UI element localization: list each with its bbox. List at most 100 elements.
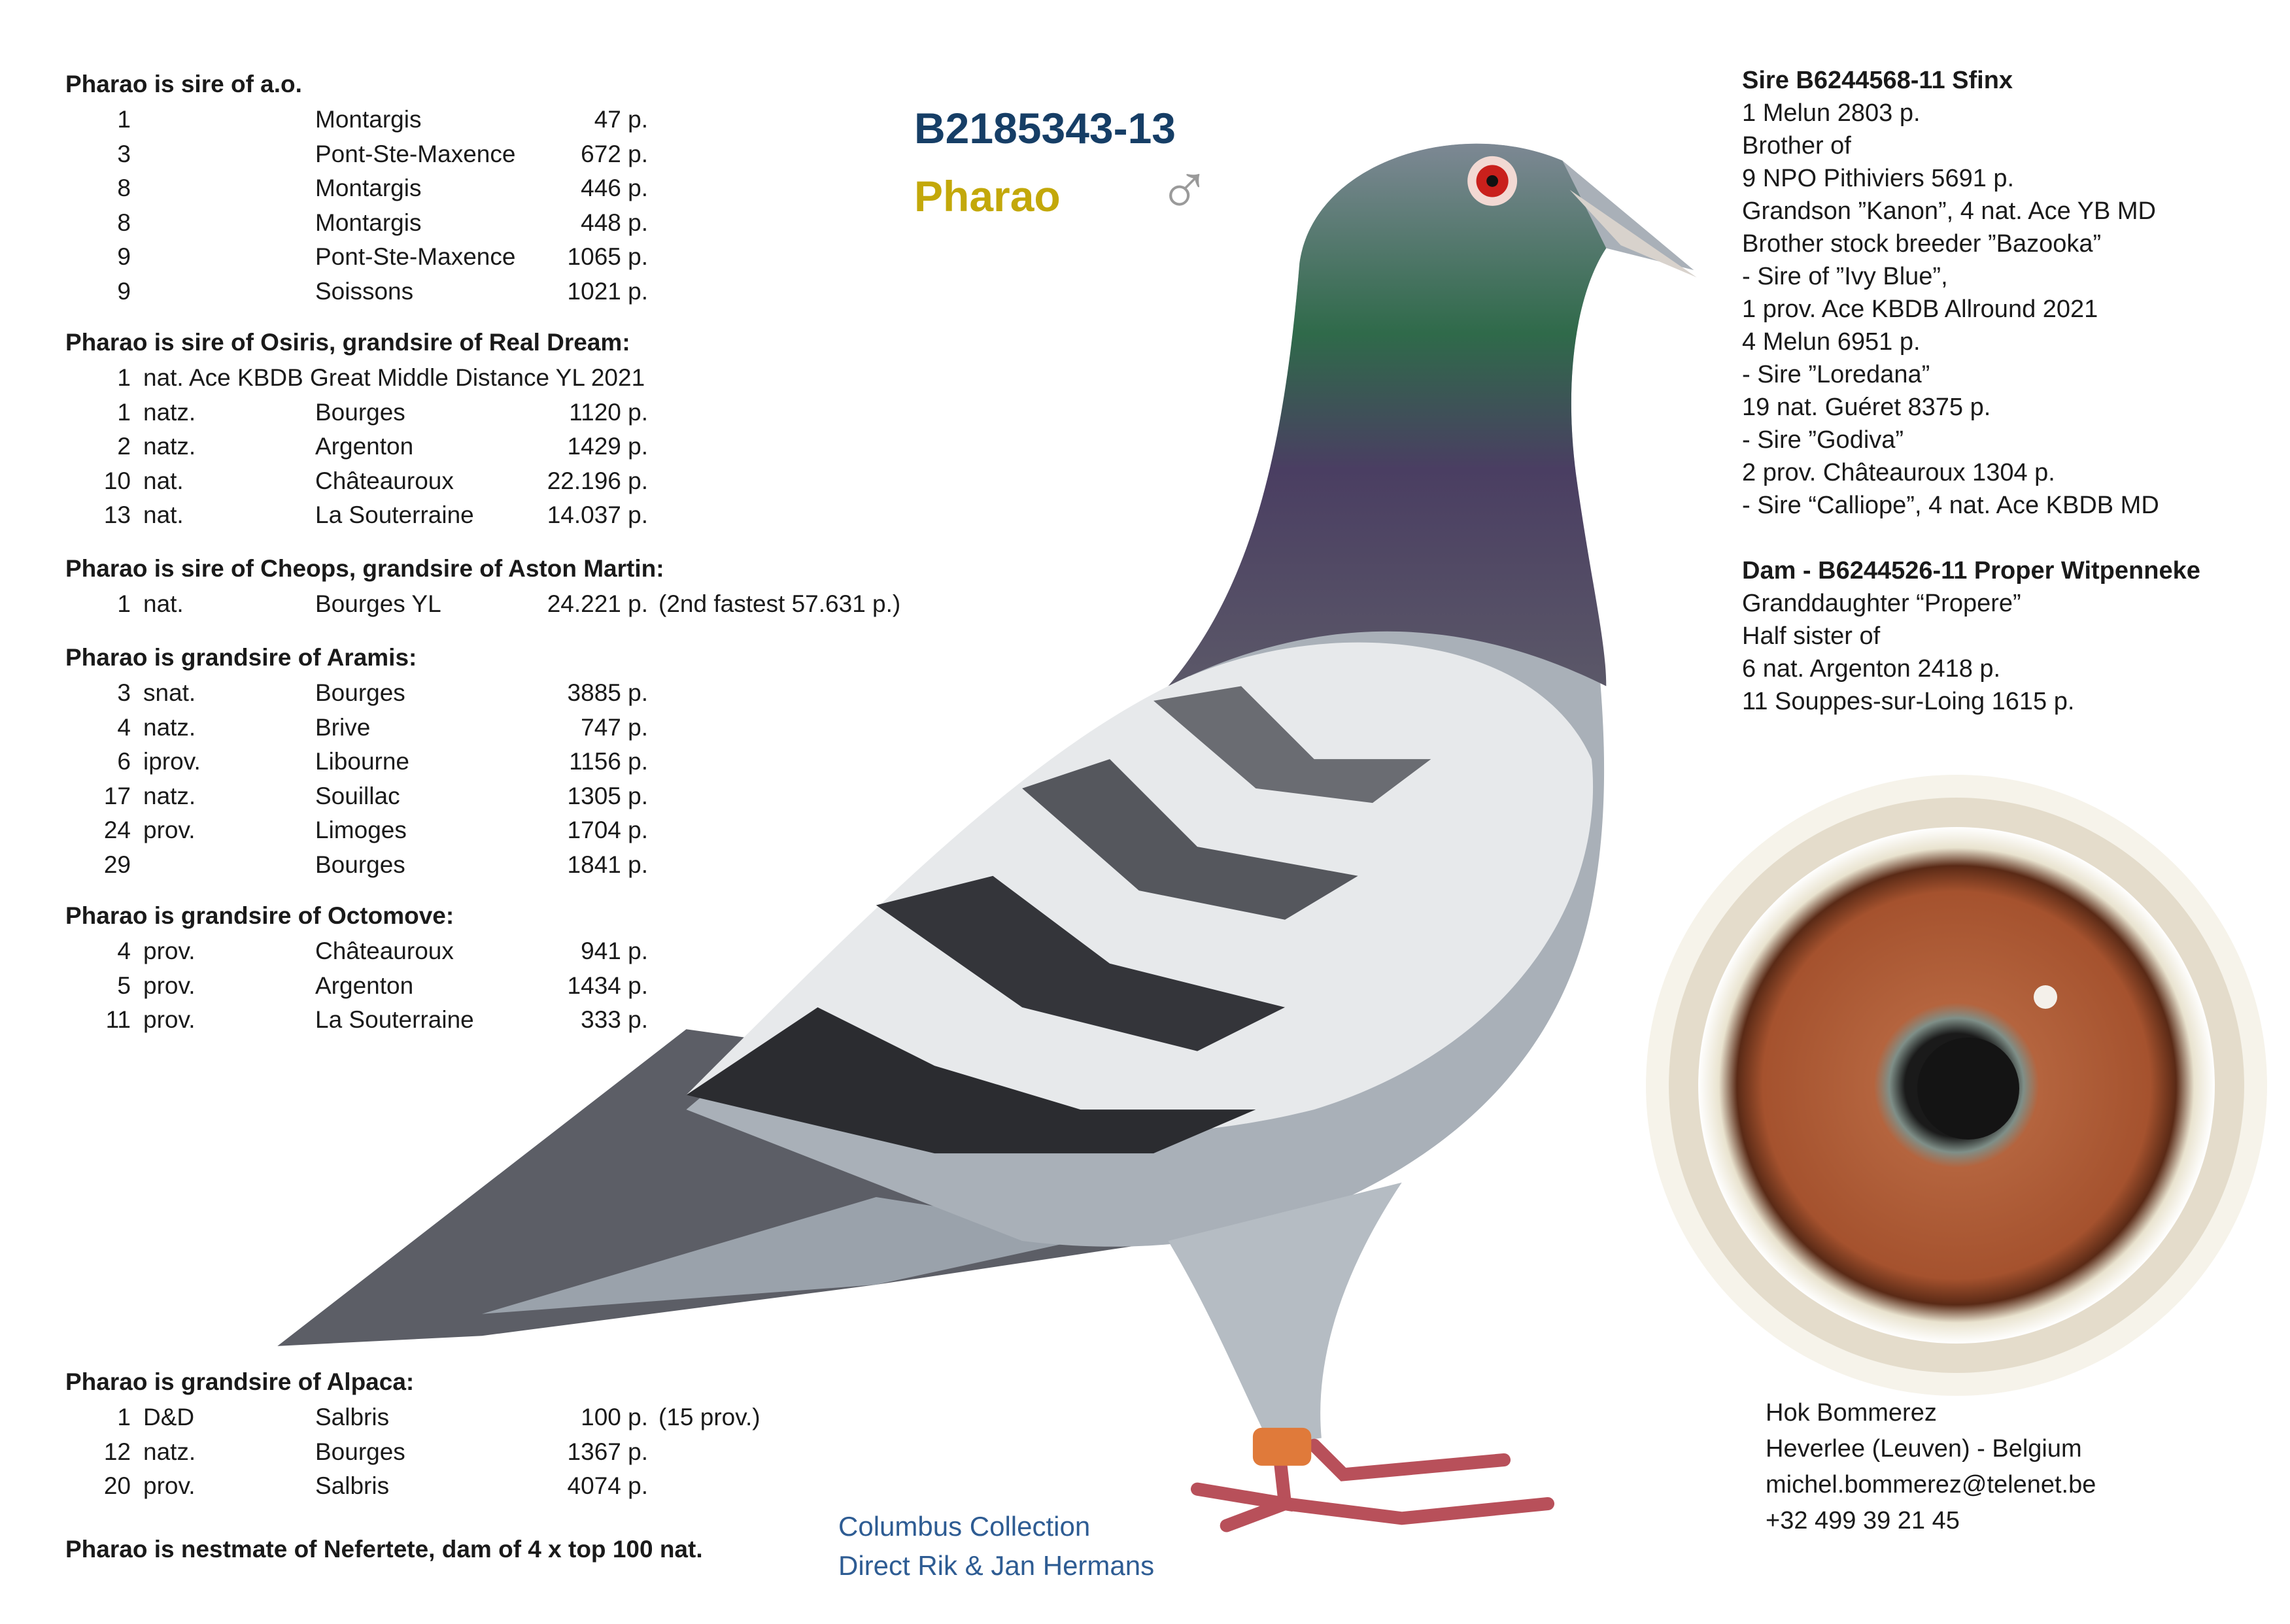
result-row: 1 nat. Bourges YL 24.221 p. (2nd fastest 57.… (65, 587, 981, 622)
result-place: Salbris (315, 1404, 390, 1430)
result-rank: 10 (103, 467, 131, 494)
result-row: 1 Montargis 47 p. (65, 103, 981, 137)
result-level: iprov. (143, 748, 201, 775)
result-participants: 4074 p. (567, 1472, 648, 1499)
result-level: natz. (143, 433, 196, 460)
result-rank: 1 (117, 1404, 131, 1430)
results-rows: 1 nat. Ace KBDB Great Middle Distance YL … (65, 361, 981, 533)
sire-line: - Sire of ”Ivy Blue”, (1742, 263, 1948, 290)
result-rank: 20 (103, 1472, 131, 1499)
sire-line: - Sire ”Loredana” (1742, 361, 1930, 388)
dam-title: Dam - B6244526-11 Proper Witpenneke (1742, 557, 2200, 584)
result-level: snat. (143, 679, 196, 706)
results-section: Pharao is grandsire of Aramis: 3 snat. Bour… (65, 641, 981, 882)
result-rank: 1 (117, 364, 131, 391)
result-participants: 1120 p. (569, 398, 648, 426)
result-participants: 1429 p. (567, 433, 648, 460)
result-rank: 4 (117, 713, 131, 741)
contact-line: +32 499 39 21 45 (1766, 1507, 1960, 1534)
pigeon-name: Pharao (914, 172, 1061, 220)
dam-line: 11 Souppes-sur-Loing 1615 p. (1742, 688, 2075, 715)
result-participants: 1065 p. (567, 243, 648, 270)
result-place: Bourges (315, 1438, 405, 1465)
sire-block: Sire B6244568-11 Sfinx 1 Melun 2803 p. Br… (1742, 64, 2159, 519)
result-participants: 747 p. (581, 713, 648, 741)
result-participants: 47 p. (594, 106, 648, 133)
result-level: prov. (143, 1472, 196, 1499)
result-note: (15 prov.) (658, 1404, 760, 1430)
sire-line: 4 Melun 6951 p. (1742, 328, 1921, 356)
result-rank: 11 (105, 1006, 131, 1033)
result-rank: 8 (117, 175, 131, 201)
result-row: 9 Pont-Ste-Maxence 1065 p. (65, 240, 981, 275)
result-participants: 672 p. (581, 140, 648, 167)
result-rank: 1 (117, 590, 131, 617)
sire-line: 2 prov. Châteauroux 1304 p. (1742, 459, 2055, 486)
result-place: Châteauroux (315, 938, 454, 964)
result-place: Limoges (315, 817, 407, 843)
eye-photo (1646, 775, 2267, 1396)
collection-block: Columbus Collection Direct Rik & Jan Herm… (838, 1507, 1154, 1585)
result-place: Bourges YL (315, 590, 441, 617)
result-place: Pont-Ste-Maxence (315, 243, 516, 270)
result-participants: 1704 p. (567, 817, 648, 843)
result-place: Argenton (315, 972, 414, 999)
result-row: 4 natz. Brive 747 p. (65, 711, 981, 745)
result-row: 6 iprov. Libourne 1156 p. (65, 745, 981, 779)
dam-line: 6 nat. Argenton 2418 p. (1742, 655, 2001, 683)
nestmate-note: Pharao is nestmate of Nefertete, dam of … (65, 1536, 703, 1563)
contact-block: Hok Bommerez Heverlee (Leuven) - Belgium m… (1766, 1395, 2096, 1539)
pigeon-illustration (277, 143, 1697, 1532)
result-level: natz. (143, 782, 196, 809)
sire-line: Brother stock breeder ”Bazooka” (1742, 230, 2102, 258)
result-participants: 1156 p. (569, 748, 648, 775)
sire-line: Brother of (1742, 132, 1851, 160)
result-place: Pont-Ste-Maxence (315, 140, 516, 167)
result-level: prov. (143, 817, 196, 843)
result-row: 17 natz. Souillac 1305 p. (65, 779, 981, 814)
result-participants: 1021 p. (567, 277, 648, 305)
result-rank: 8 (117, 209, 131, 236)
results-section: Pharao is sire of Cheops, grandsire of A… (65, 552, 981, 622)
result-rank: 6 (117, 748, 131, 775)
result-row: 8 Montargis 446 p. (65, 171, 981, 206)
result-row: 20 prov. Salbris 4074 p. (65, 1469, 981, 1504)
section-title: Pharao is sire of Cheops, grandsire of A… (65, 555, 664, 582)
result-participants: 446 p. (581, 175, 648, 201)
sire-line: - Sire “Calliope”, 4 nat. Ace KBDB MD (1742, 492, 2159, 519)
result-row: 24 prov. Limoges 1704 p. (65, 813, 981, 848)
collection-line: Direct Rik & Jan Hermans (838, 1550, 1155, 1581)
result-place: Argenton (315, 433, 414, 460)
result-rank: 4 (117, 938, 131, 964)
results-rows: 1 D&D Salbris 100 p. (15 prov.) 12 natz. Bourge… (65, 1400, 981, 1504)
section-title: Pharao is grandsire of Alpaca: (65, 1368, 415, 1395)
result-rank: 24 (103, 817, 131, 843)
result-row: 10 nat. Châteauroux 22.196 p. (65, 464, 981, 499)
result-rank: 3 (117, 140, 131, 167)
result-level: prov. (143, 1006, 196, 1033)
dam-line: Granddaughter “Propere” (1742, 590, 2021, 617)
result-participants: 1367 p. (567, 1438, 648, 1465)
result-place: Brive (315, 713, 371, 741)
result-rank: 1 (117, 398, 131, 426)
result-place: Bourges (315, 398, 405, 426)
result-participants: 14.037 p. (547, 501, 648, 528)
result-place: Bourges (315, 851, 405, 878)
result-participants: 24.221 p. (547, 590, 648, 617)
results-rows: 1 nat. Bourges YL 24.221 p. (2nd fastest 57.… (65, 587, 981, 622)
contact-line: Hok Bommerez (1766, 1399, 1937, 1427)
result-place: Montargis (315, 106, 422, 133)
result-row: 12 natz. Bourges 1367 p. (65, 1435, 981, 1470)
results-section: Pharao is grandsire of Alpaca: 1 D&D Salbri… (65, 1365, 981, 1504)
result-level: prov. (143, 938, 196, 964)
result-row: 1 nat. Ace KBDB Great Middle Distance YL … (65, 361, 981, 396)
results-section: Pharao is sire of Osiris, grandsire of R… (65, 326, 981, 533)
section-title: Pharao is grandsire of Aramis: (65, 644, 417, 671)
result-participants: 1305 p. (567, 782, 648, 809)
result-place: Châteauroux (315, 467, 454, 494)
dam-line: Half sister of (1742, 622, 1881, 650)
result-rank: 12 (103, 1438, 131, 1465)
result-row: 3 Pont-Ste-Maxence 672 p. (65, 137, 981, 172)
result-level: D&D (143, 1404, 195, 1430)
result-level: natz. (143, 713, 196, 741)
